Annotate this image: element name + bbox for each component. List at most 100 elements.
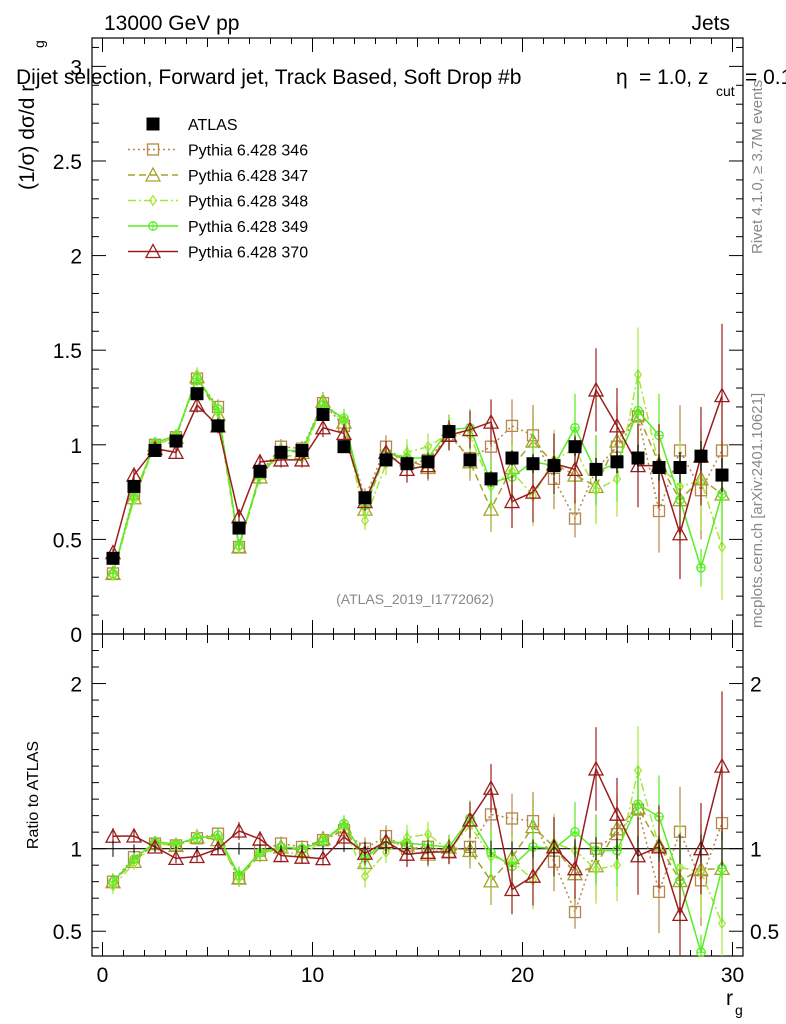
mcplots-label: mcplots.cern.ch [arXiv:2401.10621]: [749, 393, 766, 628]
data-point: [524, 483, 542, 499]
data-point: [505, 419, 519, 433]
data-point: [482, 872, 500, 888]
data-point: [295, 443, 309, 457]
data-point: [360, 870, 370, 883]
data-point: [568, 512, 582, 525]
x-tick-label: 20: [511, 964, 534, 987]
data-point: [587, 381, 605, 397]
main-series-layer: [104, 323, 731, 600]
data-point: [524, 867, 542, 883]
data-point: [144, 243, 162, 259]
data-point: [356, 844, 374, 860]
data-point: [169, 434, 183, 448]
data-point: [568, 905, 582, 919]
data-point: [421, 455, 435, 469]
data-point: [108, 879, 118, 892]
data-point: [631, 451, 645, 465]
y-tick-label: 2: [70, 246, 82, 269]
data-point: [253, 464, 267, 478]
y-tick-label: 3: [70, 56, 82, 79]
plot-title-text: Dijet selection, Forward jet, Track Base…: [16, 66, 521, 89]
data-point: [503, 881, 521, 897]
data-point: [673, 460, 687, 474]
data-point: [694, 449, 708, 463]
legend-item-p347: Pythia 6.428 347: [128, 166, 308, 185]
data-point: [566, 860, 584, 876]
data-point: [566, 461, 584, 477]
ratio-line-p349: [112, 803, 723, 956]
data-point: [167, 850, 185, 866]
data-point: [337, 440, 351, 454]
data-point: [272, 847, 290, 863]
legend-item-p348: Pythia 6.428 348: [128, 194, 308, 211]
data-point: [652, 460, 666, 474]
header-right: Jets: [691, 12, 730, 35]
data-point: [671, 525, 689, 541]
data-point: [419, 843, 437, 859]
data-point: [589, 462, 603, 476]
data-point: [440, 843, 458, 859]
data-point: [482, 413, 500, 429]
data-point: [568, 440, 582, 454]
ratio-y-tick-label-right: 1: [750, 839, 762, 862]
data-point: [106, 551, 120, 565]
data-point: [358, 491, 372, 505]
y-tick-label: 2.5: [53, 151, 82, 174]
legend-item-p349: Pythia 6.428 349: [128, 219, 308, 236]
data-point: [144, 166, 162, 182]
plot-title-end: = 0.1: [745, 66, 786, 89]
ratio-series-p370: [104, 691, 731, 956]
series-line-p349: [112, 376, 723, 574]
legend-label: ATLAS: [188, 117, 238, 134]
data-point: [230, 822, 248, 838]
y-tick-label: 0: [70, 624, 82, 647]
data-point: [129, 493, 139, 506]
data-point: [442, 425, 456, 439]
series-p370: [104, 323, 731, 580]
plot-title-tail: = 1.0, z: [639, 66, 708, 89]
y-axis-title-sub: g: [31, 40, 47, 48]
axes: 0 10 20 30 0 0.5 1 1.5 2 2.5 3 0.5 0.5 1 1 2 2: [53, 38, 779, 987]
y-tick-label: 1: [70, 435, 82, 458]
legend-label: Pythia 6.428 370: [188, 245, 308, 262]
data-point: [148, 194, 158, 207]
y-tick-label: 0.5: [53, 529, 82, 552]
data-point: [190, 387, 204, 401]
data-point: [505, 451, 519, 465]
data-point: [188, 848, 206, 864]
y-axis-title: (1/σ) dσ/d r g: [16, 40, 47, 190]
ratio-y-tick-label: 1: [70, 839, 82, 862]
y-tick-label: 1.5: [53, 340, 82, 363]
series-atlas: [106, 387, 729, 565]
header-left: 13000 GeV pp: [104, 12, 239, 35]
data-point: [125, 827, 143, 843]
data-point: [379, 453, 393, 467]
x-axis-title-sub: g: [735, 1002, 743, 1018]
series-line-p347: [112, 374, 723, 574]
data-point: [293, 451, 311, 467]
series-line-p348: [112, 372, 723, 576]
analysis-watermark: (ATLAS_2019_I1772062): [336, 591, 494, 607]
data-point: [610, 455, 624, 469]
series-p349: [108, 369, 727, 587]
data-point: [461, 842, 479, 858]
ratio-y-tick-label-right: 2: [750, 674, 762, 697]
data-point: [629, 457, 647, 473]
ratio-y-tick-label: 2: [70, 674, 82, 697]
legend-item-atlas: ATLAS: [146, 117, 238, 134]
data-point: [503, 493, 521, 509]
data-point: [463, 453, 477, 467]
data-point: [400, 457, 414, 471]
plot-title-beta: η: [616, 66, 628, 89]
data-point: [484, 472, 498, 486]
data-point: [398, 845, 416, 861]
data-point: [148, 443, 162, 457]
legend-label: Pythia 6.428 347: [188, 168, 308, 185]
ratio-series-layer: [104, 691, 731, 958]
data-point: [608, 805, 626, 821]
ratio-axis-title: Ratio to ATLAS: [25, 741, 42, 849]
legend-item-p346: Pythia 6.428 346: [128, 143, 308, 160]
series-p346: [106, 371, 729, 580]
data-point: [713, 757, 731, 773]
